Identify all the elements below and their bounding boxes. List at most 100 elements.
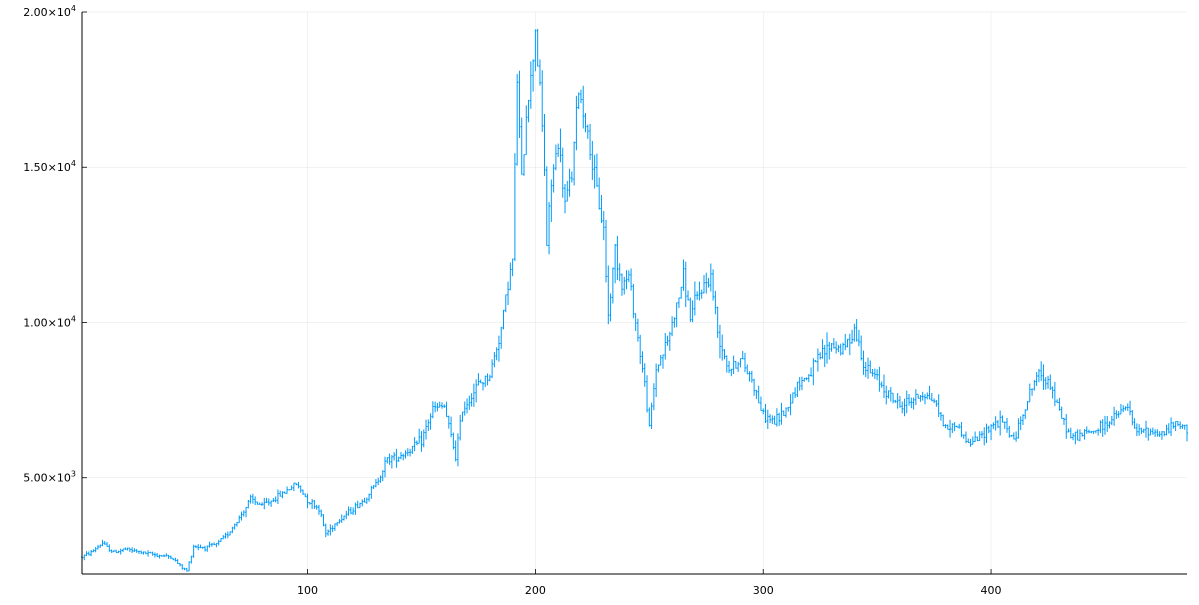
ohlc-bar xyxy=(755,389,758,400)
ohlc-bar xyxy=(1158,431,1161,437)
ohlc-bar xyxy=(953,422,956,432)
ohlc-bar xyxy=(381,470,384,482)
ohlc-bar xyxy=(689,297,692,322)
ohlc-bar xyxy=(336,522,339,527)
ohlc-bar xyxy=(951,423,954,434)
ohlc-bar xyxy=(684,261,687,308)
ohlc-bar xyxy=(944,424,947,429)
ohlc-bar xyxy=(1117,411,1120,418)
ohlc-bar xyxy=(190,555,193,564)
ohlc-bar xyxy=(472,383,475,407)
ohlc-bar xyxy=(639,334,642,364)
ohlc-bar xyxy=(707,277,710,288)
ohlc-bar xyxy=(791,392,794,404)
ohlc-bar xyxy=(233,523,236,530)
ohlc-bar xyxy=(409,448,412,457)
ohlc-bar xyxy=(586,124,589,139)
ohlc-bar xyxy=(910,397,913,409)
ohlc-bar xyxy=(848,333,851,356)
ohlc-bar xyxy=(176,559,179,565)
ohlc-bar xyxy=(882,374,886,399)
ohlc-bar xyxy=(748,371,751,382)
ohlc-bar xyxy=(165,553,168,557)
ohlc-bar xyxy=(698,281,701,301)
ohlc-bar xyxy=(892,392,895,404)
ohlc-bar xyxy=(440,402,444,409)
ohlc-bar xyxy=(363,497,366,503)
ohlc-bar xyxy=(313,499,316,509)
ohlc-bar xyxy=(894,399,897,403)
ohlc-bar xyxy=(288,489,291,491)
y-tick-label: 1.50×104 xyxy=(23,159,76,174)
ohlc-bar xyxy=(281,491,284,499)
ohlc-bar xyxy=(1097,428,1100,436)
ohlc-bar xyxy=(814,360,817,363)
ohlc-bar xyxy=(479,379,482,384)
ohlc-bar xyxy=(550,179,553,222)
ohlc-bar xyxy=(87,551,90,556)
ohlc-bar xyxy=(554,144,557,171)
ohlc-bar xyxy=(955,425,958,428)
ohlc-bar xyxy=(898,395,901,408)
ohlc-bar xyxy=(251,493,254,504)
ohlc-bar xyxy=(630,268,633,291)
ohlc-bar xyxy=(520,117,523,175)
ohlc-bar xyxy=(577,92,580,110)
ohlc-bar xyxy=(204,545,207,552)
ohlc-bar xyxy=(397,456,400,462)
ohlc-bar xyxy=(677,297,680,309)
ohlc-bar xyxy=(208,541,211,548)
ohlc-bar xyxy=(466,398,469,414)
ohlc-bar xyxy=(1078,429,1081,442)
ohlc-bar xyxy=(873,368,876,379)
ohlc-bar xyxy=(322,514,325,527)
ohlc-bar xyxy=(1040,361,1043,382)
ohlc-bar xyxy=(780,402,783,425)
ohlc-bar xyxy=(418,428,421,444)
ohlc-bar xyxy=(1113,406,1116,426)
ohlc-bar xyxy=(1108,421,1111,429)
ohlc-bar xyxy=(714,290,717,315)
ohlc-bar xyxy=(390,455,393,469)
ohlc-bar xyxy=(340,514,343,523)
ohlc-bar xyxy=(696,291,699,300)
grid-layer xyxy=(82,11,1187,574)
ohlc-bar xyxy=(964,431,968,444)
ohlc-bar xyxy=(386,457,389,464)
ohlc-bar xyxy=(279,490,282,497)
ohlc-bar xyxy=(903,398,906,417)
ohlc-bar xyxy=(949,419,952,438)
ohlc-bar xyxy=(832,338,835,349)
ohlc-bar xyxy=(632,283,635,319)
ohlc-bar xyxy=(1140,427,1143,435)
ohlc-bar xyxy=(315,504,318,510)
x-tick-label: 100 xyxy=(297,584,318,597)
ohlc-bar xyxy=(978,431,981,441)
ohlc-bar xyxy=(292,482,295,492)
ohlc-bar xyxy=(810,367,813,377)
ohlc-bar xyxy=(406,448,409,457)
ohlc-bar xyxy=(101,539,104,547)
ohlc-bar xyxy=(477,373,480,386)
ohlc-bar xyxy=(242,510,245,517)
ohlc-bar xyxy=(905,390,908,414)
ohlc-bar xyxy=(561,147,564,198)
ohlc-bar xyxy=(723,349,726,360)
ohlc-bar xyxy=(1131,410,1134,426)
ohlc-bar xyxy=(700,289,703,299)
ohlc-bar xyxy=(787,406,790,412)
ohlc-bar xyxy=(607,265,610,325)
ohlc-bar xyxy=(1170,417,1173,437)
ohlc-bar xyxy=(329,524,332,536)
ohlc-bar xyxy=(265,497,268,504)
ohlc-bar xyxy=(495,347,498,361)
ohlc-bar xyxy=(828,341,831,360)
ohlc-bar xyxy=(224,532,227,539)
ohlc-bar xyxy=(582,85,585,129)
ohlc-bar xyxy=(757,385,760,404)
ohlc-bar xyxy=(254,496,257,506)
ohlc-bar xyxy=(504,294,507,313)
ohlc-bar xyxy=(290,485,293,491)
ohlc-bar xyxy=(575,95,578,151)
ohlc-bar xyxy=(548,202,551,255)
